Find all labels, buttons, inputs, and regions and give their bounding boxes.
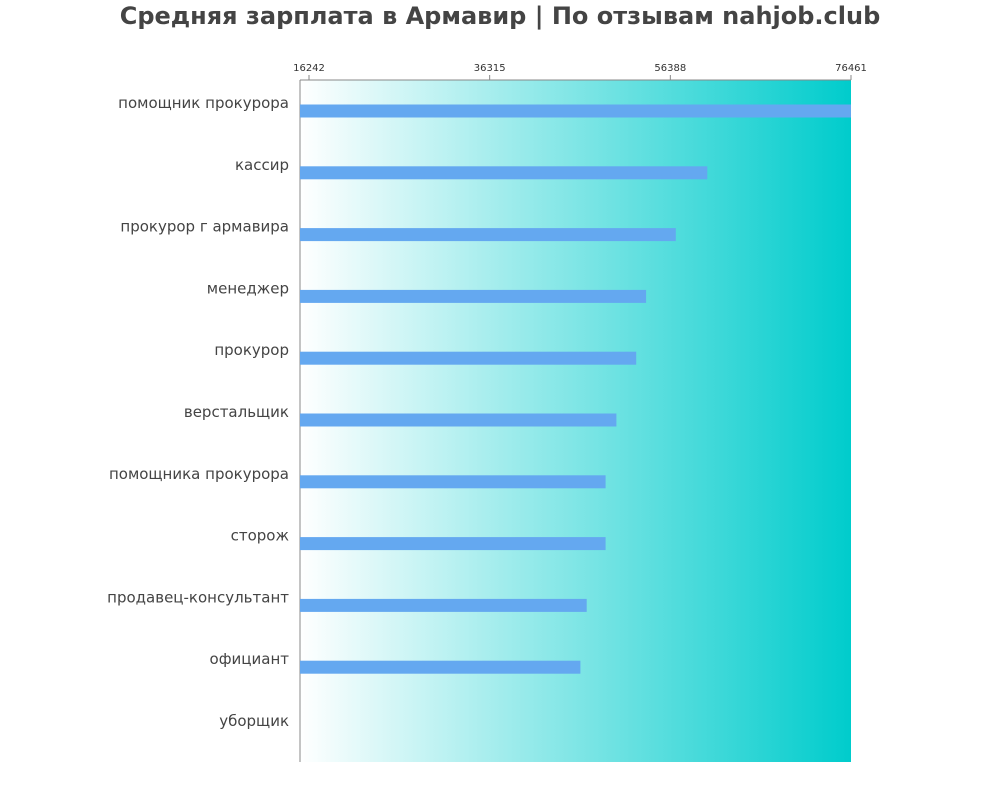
category-label: прокурор г армавира [120, 218, 289, 236]
x-axis: 16242 36315 56388 76461 [293, 63, 867, 762]
category-label: менеджер [207, 279, 289, 297]
category-label: помощник прокурора [118, 94, 289, 112]
category-label: помощника прокурора [109, 465, 289, 483]
category-labels: помощник прокурора кассир прокурор г армав… [107, 94, 289, 730]
category-label: кассир [235, 156, 289, 174]
bar [300, 351, 637, 365]
bar [300, 289, 647, 303]
category-label: верстальщик [184, 403, 289, 421]
category-label: прокурор [214, 341, 289, 359]
category-label: официант [210, 650, 290, 668]
bar [300, 537, 606, 551]
category-label: продавец-консультант [107, 588, 289, 606]
bar [300, 660, 581, 674]
bars [300, 104, 851, 674]
category-label: сторож [231, 527, 289, 545]
x-tick-label: 16242 [293, 63, 325, 74]
bar [300, 228, 676, 242]
x-tick-label: 76461 [835, 63, 867, 74]
bar [300, 104, 851, 118]
bar [300, 598, 587, 612]
category-label: уборщик [219, 712, 289, 730]
bar [300, 475, 606, 489]
bar [300, 166, 708, 180]
x-tick-label: 36315 [474, 63, 506, 74]
x-tick-label: 56388 [654, 63, 686, 74]
chart-title: Средняя зарплата в Армавир | По отзывам … [119, 2, 881, 30]
bar [300, 413, 617, 427]
